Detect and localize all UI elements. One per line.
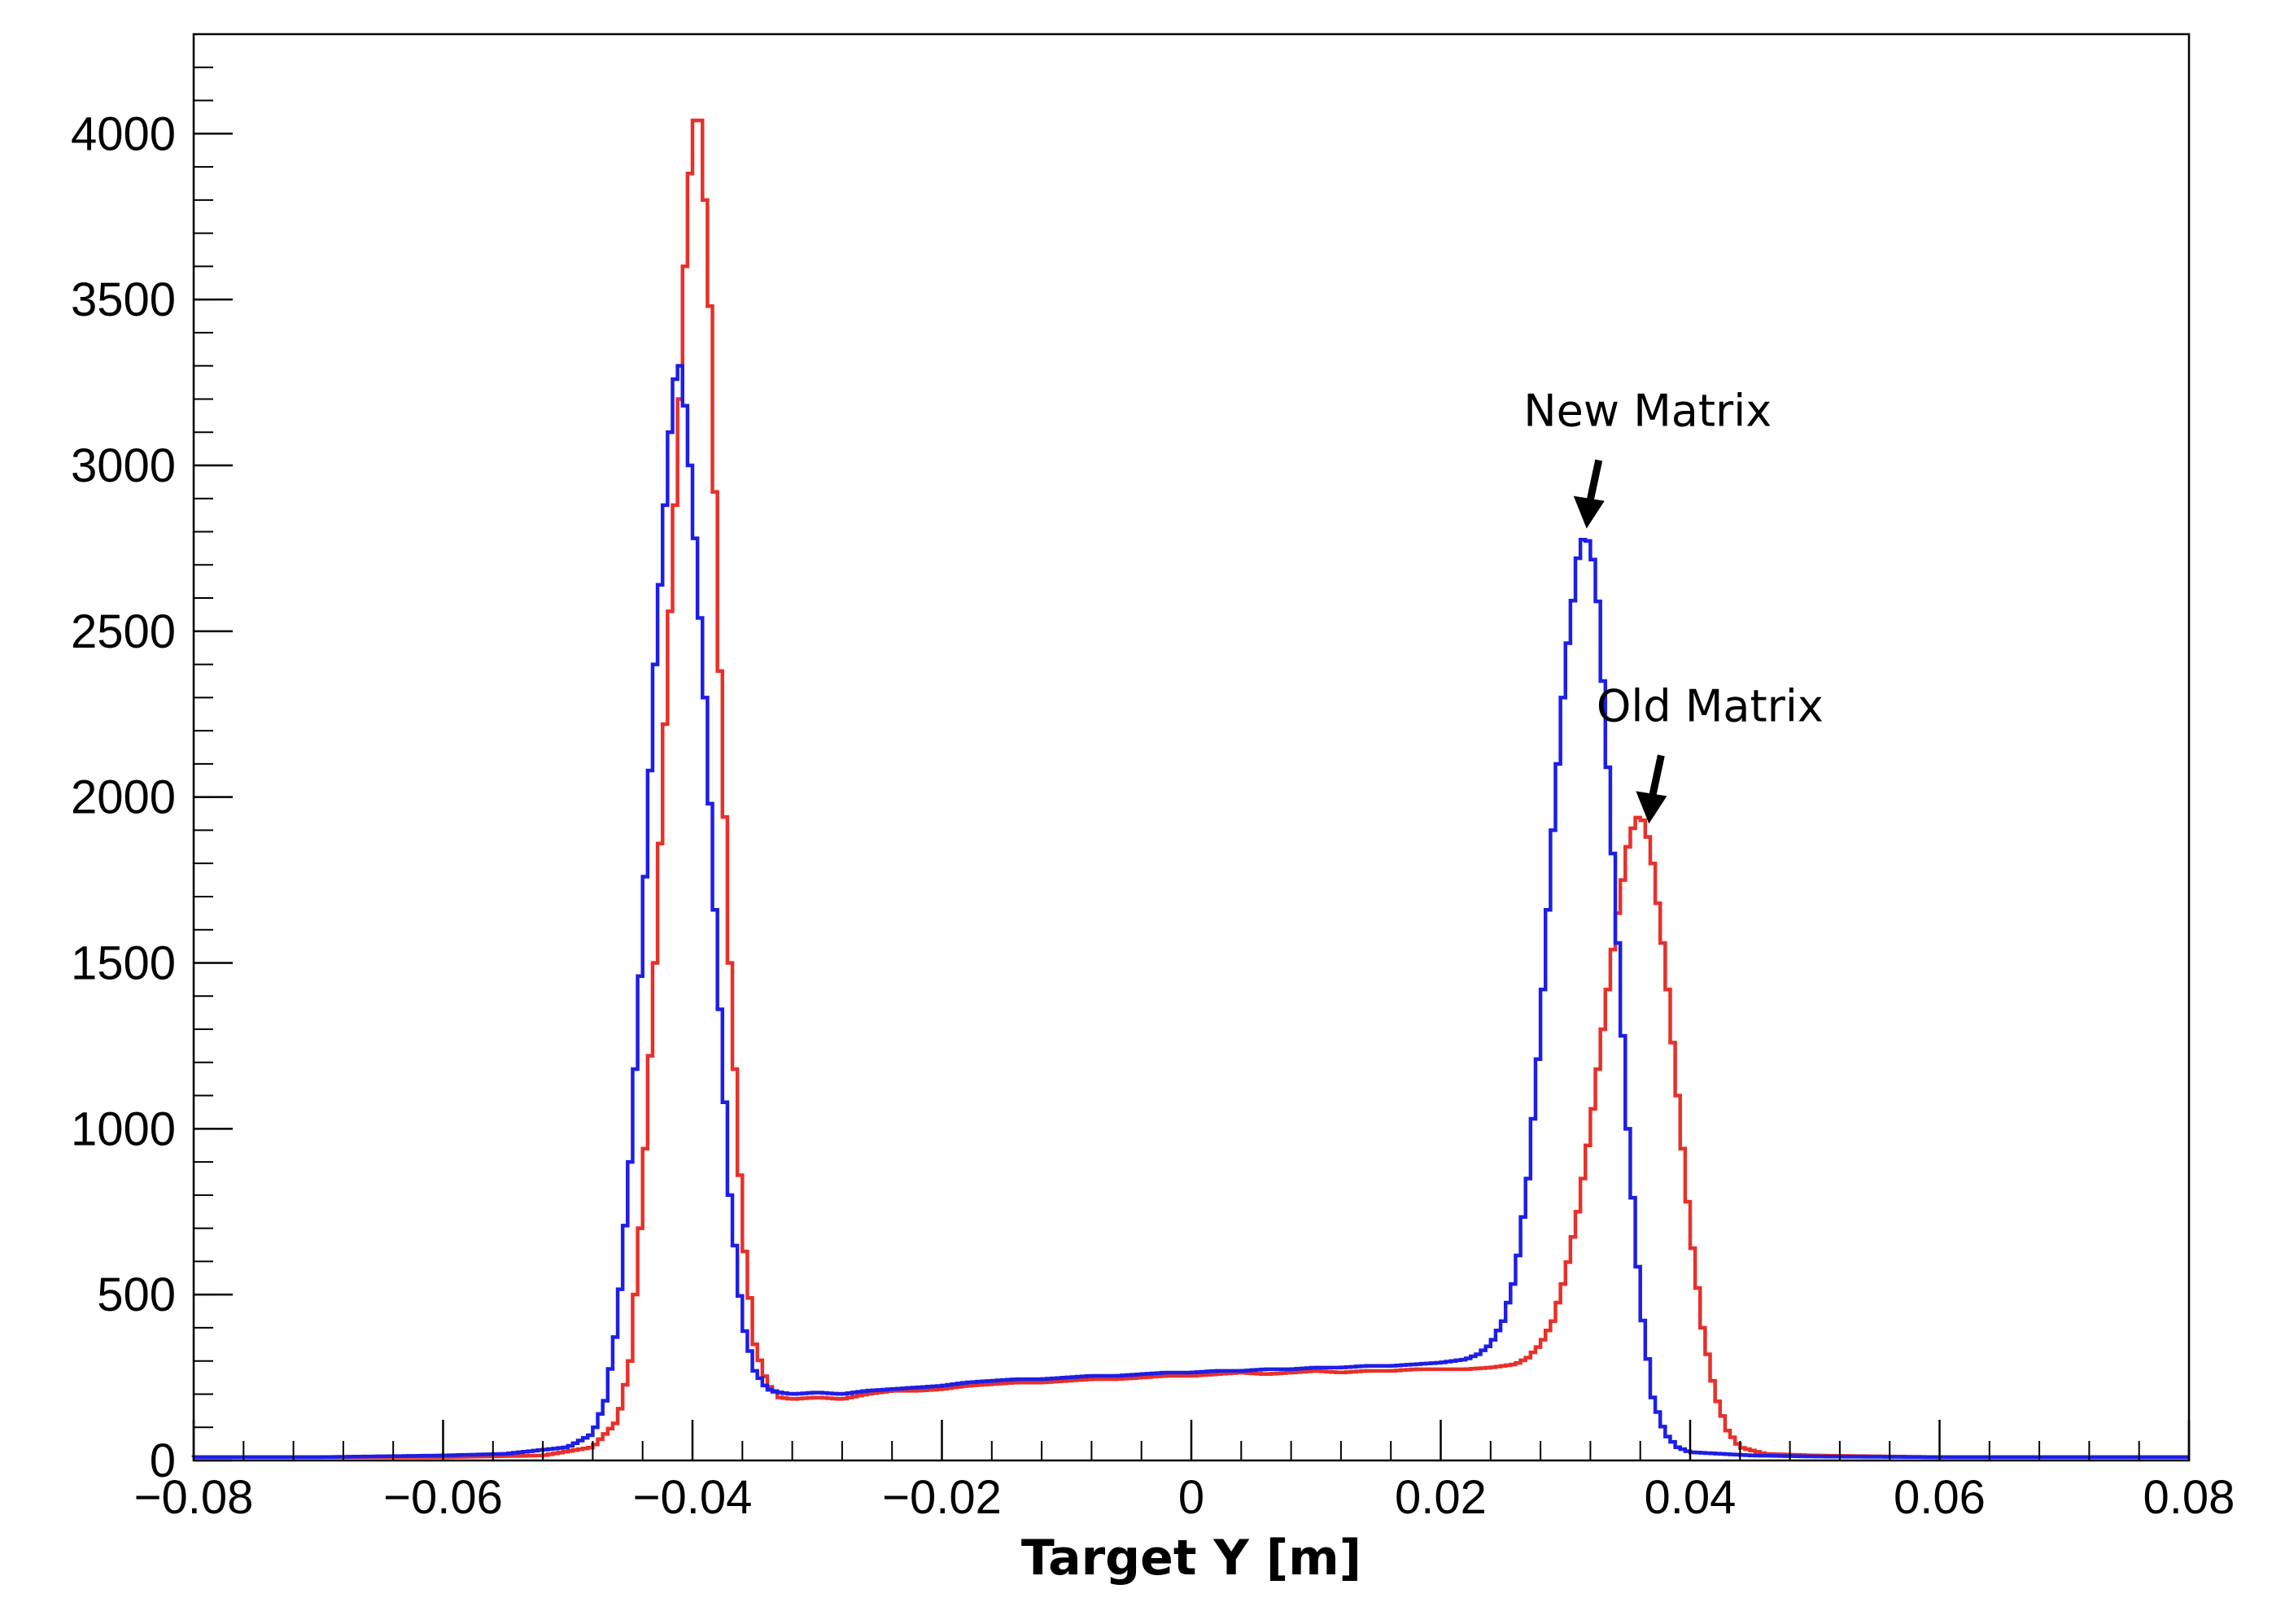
x-axis-title: Target Y [m] bbox=[1021, 1530, 1361, 1587]
annotation-layer: New Matrix Old Matrix bbox=[1523, 386, 1824, 824]
annotation-arrow-shaft bbox=[1585, 459, 1603, 507]
annotation-arrow-shaft bbox=[1647, 754, 1665, 802]
y-tick-label: 0 bbox=[150, 1434, 176, 1487]
y-tick-label: 2500 bbox=[71, 605, 176, 658]
annotation-label: New Matrix bbox=[1523, 386, 1772, 437]
y-tick-label: 4000 bbox=[71, 107, 176, 160]
y-tick-label: 3500 bbox=[71, 273, 176, 326]
x-tick-label: −0.02 bbox=[882, 1471, 1002, 1524]
x-tick-label: 0.08 bbox=[2143, 1471, 2235, 1524]
x-tick-label: 0 bbox=[1178, 1471, 1204, 1524]
y-axis: 0 500 1000 1500 2000 2500 3000 3500 4000 bbox=[71, 33, 233, 1487]
x-tick-label: −0.08 bbox=[134, 1471, 254, 1524]
y-tick-label: 1500 bbox=[71, 936, 176, 989]
x-tick-label: 0.04 bbox=[1645, 1471, 1737, 1524]
series-line-1 bbox=[194, 364, 2189, 1460]
annotation-label: Old Matrix bbox=[1597, 680, 1824, 731]
y-tick-label: 1000 bbox=[71, 1102, 176, 1155]
y-tick-label: 2000 bbox=[71, 771, 176, 824]
y-tick-label: 500 bbox=[97, 1268, 176, 1321]
annotation-arrow-head bbox=[1636, 791, 1667, 824]
y-tick-label: 3000 bbox=[71, 439, 176, 492]
annotation-arrow-head bbox=[1573, 495, 1605, 529]
series-layer bbox=[194, 118, 2189, 1460]
x-tick-label: 0.06 bbox=[1894, 1471, 1986, 1524]
x-tick-label: −0.04 bbox=[633, 1471, 753, 1524]
x-axis: −0.08 −0.06 −0.04 −0.02 0 0.02 0.04 0.06 0.08 bbox=[134, 1420, 2235, 1524]
series-line-0 bbox=[194, 118, 2189, 1460]
plot-frame bbox=[192, 33, 2191, 1462]
x-tick-label: 0.02 bbox=[1395, 1471, 1487, 1524]
x-tick-label: −0.06 bbox=[383, 1471, 503, 1524]
